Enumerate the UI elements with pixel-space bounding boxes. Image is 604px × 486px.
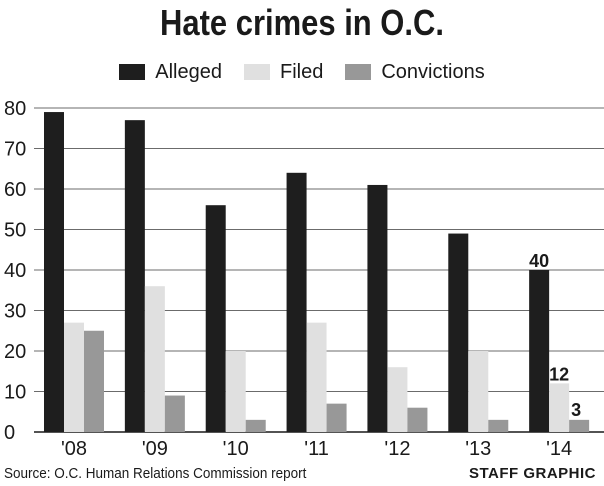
bar-alleged-2 (205, 205, 226, 432)
x-tick-label-6: '14 (546, 438, 572, 460)
y-tick-label-40: 40 (4, 260, 26, 282)
bar-alleged-5 (448, 233, 469, 432)
y-tick-label-60: 60 (4, 179, 26, 201)
x-tick-label-2: '10 (223, 438, 249, 460)
bar-convictions-5 (488, 419, 509, 432)
data-label-convictions: 3 (571, 400, 581, 420)
legend-swatch-filed (243, 64, 270, 80)
legend-label-convictions: Convictions (381, 60, 485, 83)
bar-convictions-4 (407, 407, 428, 432)
legend: Alleged Filed Convictions (0, 58, 604, 86)
y-tick-label-70: 70 (4, 139, 26, 161)
legend-item-alleged: Alleged (119, 61, 222, 84)
y-tick-label-20: 20 (4, 341, 26, 363)
bar-convictions-0 (84, 330, 104, 432)
bar-convictions-3 (326, 403, 347, 432)
data-label-filed: 12 (549, 364, 569, 384)
bar-convictions-1 (164, 395, 185, 432)
bar-filed-4 (387, 367, 408, 432)
staff-graphic-credit: STAFF GRAPHIC (468, 465, 596, 482)
legend-swatch-convictions (345, 64, 372, 80)
bar-filed-6 (549, 383, 570, 432)
legend-item-convictions: Convictions (345, 60, 485, 84)
x-tick-label-3: '11 (304, 438, 329, 460)
legend-item-filed: Filed (243, 60, 324, 84)
legend-label-filed: Filed (279, 60, 324, 83)
data-label-alleged: 40 (529, 251, 549, 271)
y-tick-label-30: 30 (4, 301, 26, 323)
source-note: Source: O.C. Human Relations Commission … (4, 465, 307, 482)
x-tick-label-1: '09 (142, 438, 168, 460)
y-tick-label-10: 10 (4, 382, 26, 404)
bar-filed-1 (144, 286, 165, 432)
x-tick-label-4: '12 (384, 438, 410, 460)
bar-alleged-0 (44, 112, 64, 433)
bar-alleged-4 (367, 184, 388, 432)
bar-convictions-6 (569, 419, 590, 432)
bar-convictions-2 (245, 419, 266, 432)
bar-alleged-1 (124, 120, 145, 433)
bar-alleged-6 (529, 270, 550, 432)
legend-label-alleged: Alleged (155, 60, 222, 83)
y-tick-label-50: 50 (4, 220, 26, 242)
legend-swatch-alleged (119, 64, 146, 80)
bar-filed-3 (306, 322, 327, 432)
chart-title: Hate crimes in O.C. (160, 2, 444, 43)
bar-filed-2 (225, 351, 246, 432)
x-tick-label-5: '13 (465, 438, 491, 460)
bar-filed-0 (64, 322, 84, 432)
bar-alleged-3 (286, 172, 307, 433)
x-tick-label-0: '08 (61, 438, 87, 460)
y-tick-label-80: 80 (4, 98, 26, 120)
y-tick-label-0: 0 (4, 422, 15, 444)
bar-filed-5 (468, 351, 489, 432)
